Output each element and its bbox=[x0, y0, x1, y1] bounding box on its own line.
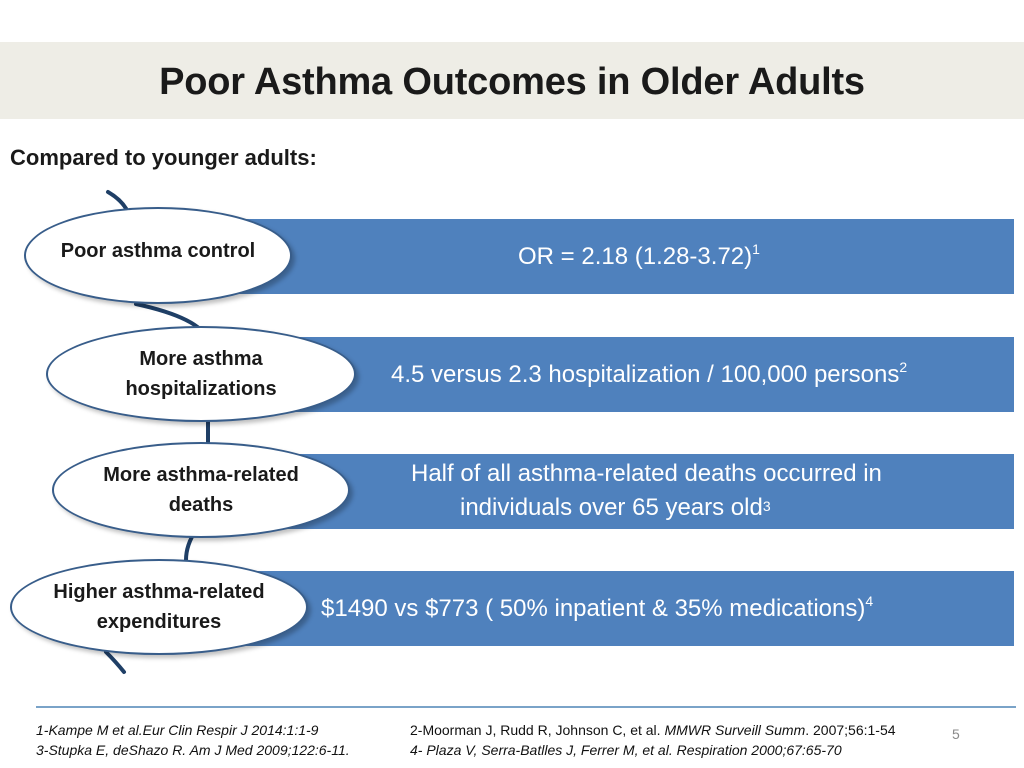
outcome-oval-4: Higher asthma-related expenditures bbox=[10, 559, 308, 655]
outcome-bar-3: Half of all asthma-related deaths occurr… bbox=[222, 454, 1014, 529]
outcome-bar-2-text: 4.5 versus 2.3 hospitalization / 100,000… bbox=[391, 360, 900, 388]
footer-divider bbox=[36, 706, 1016, 708]
outcome-bar-3-text-line2: individuals over 65 years old bbox=[460, 493, 763, 521]
slide-title: Poor Asthma Outcomes in Older Adults bbox=[159, 61, 865, 103]
reference-2: 2-Moorman J, Rudd R, Johnson C, et al. M… bbox=[410, 722, 896, 738]
citation-1: 1 bbox=[752, 240, 760, 257]
outcome-oval-3-label-line2: deaths bbox=[168, 494, 234, 516]
reference-2-journal: MMWR Surveill Summ bbox=[664, 722, 806, 738]
outcome-oval-4-label-line2: expenditures bbox=[96, 611, 222, 633]
citation-4: 4 bbox=[865, 592, 874, 609]
citation-3: 3 bbox=[762, 497, 771, 514]
outcome-oval-1-label: Poor asthma control bbox=[60, 239, 256, 262]
reference-3: 3-Stupka E, deShazo R. Am J Med 2009;122… bbox=[36, 742, 350, 758]
outcome-bar-3-text-line1: Half of all asthma-related deaths occurr… bbox=[411, 459, 882, 487]
outcome-oval-2-label-line2: hospitalizations bbox=[125, 378, 277, 400]
outcome-oval-3: More asthma-related deaths bbox=[52, 442, 350, 538]
reference-4: 4- Plaza V, Serra-Batlles J, Ferrer M, e… bbox=[410, 742, 842, 758]
outcome-oval-3-label-line1: More asthma-related bbox=[103, 464, 299, 486]
citation-2: 2 bbox=[899, 358, 908, 375]
reference-1: 1-Kampe M et al.Eur Clin Respir J 2014:1… bbox=[36, 722, 319, 738]
outcome-oval-2: More asthma hospitalizations bbox=[46, 326, 356, 422]
outcome-oval-1: Poor asthma control bbox=[24, 207, 292, 304]
outcome-bar-4-text: $1490 vs $773 ( 50% inpatient & 35% medi… bbox=[321, 594, 866, 622]
reference-2-prefix: 2-Moorman J, Rudd R, Johnson C, et al. bbox=[410, 722, 665, 738]
outcome-bar-1: OR = 2.18 (1.28-3.72)1 bbox=[222, 219, 1014, 294]
page-number: 5 bbox=[952, 726, 960, 742]
outcome-oval-4-label-line1: Higher asthma-related bbox=[53, 581, 265, 603]
title-band bbox=[0, 42, 1024, 119]
outcome-bar-1-text: OR = 2.18 (1.28-3.72) bbox=[518, 242, 753, 270]
reference-2-suffix: . 2007;56:1-54 bbox=[805, 722, 896, 738]
outcome-bar-4: $1490 vs $773 ( 50% inpatient & 35% medi… bbox=[222, 571, 1014, 646]
outcome-oval-2-label-line1: More asthma bbox=[139, 348, 263, 370]
slide-subtitle: Compared to younger adults: bbox=[10, 145, 317, 170]
